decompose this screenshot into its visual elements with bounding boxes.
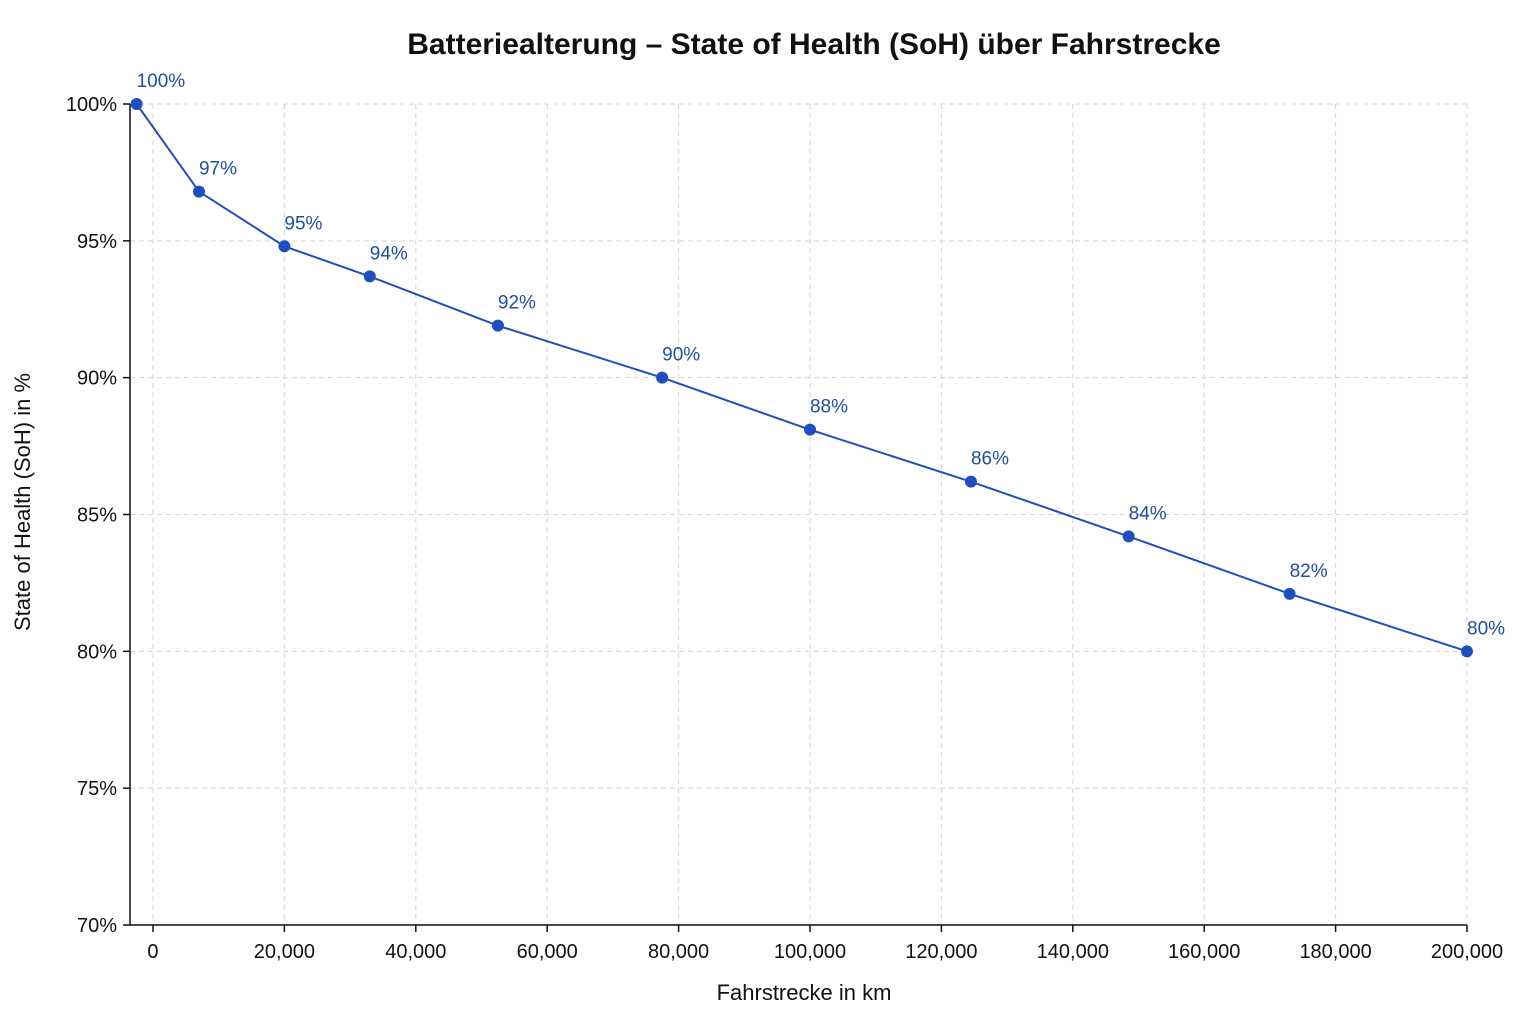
x-axis-ticks: 0 20,000 40,000 60,000 80,000 100,000 120,000 1… — [147, 925, 1503, 963]
data-label-0: 100% — [137, 71, 186, 92]
series-soh — [130, 98, 1473, 658]
data-label-6: 88% — [810, 397, 848, 418]
data-point-5 — [656, 371, 669, 384]
data-point-1 — [192, 185, 205, 198]
x-tick-label-9: 180,000 — [1299, 941, 1371, 963]
x-tick-label-3: 60,000 — [517, 941, 578, 963]
data-point-7 — [964, 475, 977, 488]
grid-lines — [130, 103, 1468, 926]
data-point-10 — [1461, 645, 1473, 658]
y-axis-label: State of Health (SoH) in % — [10, 373, 35, 631]
data-label-5: 90% — [662, 345, 700, 366]
x-axis-label: Fahrstrecke in km — [717, 980, 892, 1005]
x-tick-label-4: 80,000 — [648, 941, 709, 963]
data-label-7: 86% — [971, 449, 1009, 470]
y-tick-label-1: 75% — [77, 778, 117, 800]
data-label-2: 95% — [284, 213, 322, 234]
data-point-4 — [491, 319, 504, 332]
y-tick-label-4: 90% — [77, 368, 117, 390]
data-label-8: 84% — [1129, 503, 1167, 524]
data-label-4: 92% — [498, 293, 536, 314]
data-label-3: 94% — [370, 243, 408, 264]
x-tick-label-0: 0 — [147, 941, 158, 963]
x-tick-label-6: 120,000 — [905, 941, 977, 963]
x-tick-label-8: 160,000 — [1168, 941, 1240, 963]
data-point-2 — [278, 240, 291, 253]
data-point-0 — [130, 98, 143, 110]
y-tick-label-2: 80% — [77, 641, 117, 663]
data-point-6 — [803, 423, 816, 436]
x-tick-label-7: 140,000 — [1037, 941, 1109, 963]
data-point-8 — [1122, 530, 1135, 543]
x-tick-label-2: 40,000 — [385, 941, 446, 963]
data-label-9: 82% — [1290, 561, 1328, 582]
x-tick-label-5: 100,000 — [774, 941, 846, 963]
data-label-1: 97% — [199, 159, 237, 180]
data-point-3 — [363, 270, 376, 283]
data-labels: 100% 97% 95% 94% 92% 90% 88% 86% 84% 82% 80% — [137, 71, 1506, 639]
data-label-10: 80% — [1467, 618, 1505, 639]
x-tick-label-10: 200,000 — [1431, 941, 1503, 963]
data-point-9 — [1283, 587, 1296, 600]
y-tick-label-0: 70% — [77, 915, 117, 937]
y-tick-label-5: 95% — [77, 231, 117, 253]
y-tick-label-6: 100% — [66, 94, 117, 116]
y-tick-label-3: 85% — [77, 505, 117, 527]
chart-title: Batteriealterung – State of Health (SoH)… — [407, 28, 1221, 61]
x-tick-label-1: 20,000 — [254, 941, 315, 963]
y-axis-ticks: 70% 75% 80% 85% 90% 95% 100% — [66, 94, 130, 937]
